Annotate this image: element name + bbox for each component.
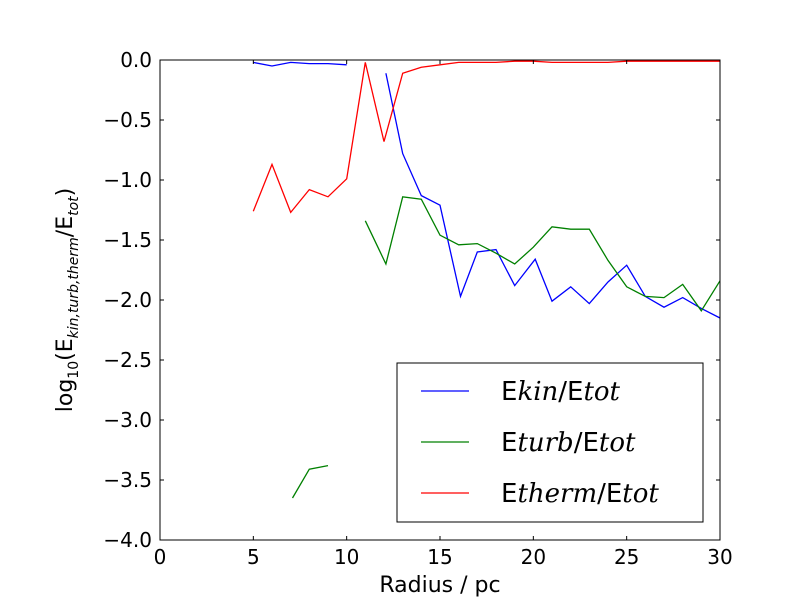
legend-label-turb: Eturb/Etot	[501, 428, 636, 458]
x-tick-label: 10	[334, 545, 359, 569]
series-line-kin-0	[253, 61, 347, 67]
y-tick-label: −3.0	[103, 408, 152, 432]
y-axis-label: log10(Ekin,turb,therm/Etot)	[53, 188, 82, 412]
series-line-turb-1	[364, 196, 721, 312]
legend-label-kin: Ekin/Etot	[501, 377, 621, 407]
y-tick-label: −2.5	[103, 348, 152, 372]
legend: Ekin/Etot Eturb/Etot Etherm/Etot	[396, 362, 704, 523]
x-axis-label: Radius / pc	[379, 573, 500, 598]
y-tick-label: −2.0	[103, 288, 152, 312]
legend-label-therm: Etherm/Etot	[501, 479, 659, 509]
series-line-turb-0	[291, 464, 329, 499]
y-tick-label: −0.5	[103, 108, 152, 132]
x-tick-label: 0	[154, 545, 167, 569]
y-tick-label: −1.5	[103, 228, 152, 252]
y-tick-label: −1.0	[103, 168, 152, 192]
y-tick-label: −4.0	[103, 528, 152, 552]
x-tick-label: 15	[427, 545, 452, 569]
y-tick-label: 0.0	[120, 48, 152, 72]
axis-ticks: 0 5 10 15 20 25 30 0.0 −0.5 −1.0 −1.5 −2.0 −2.5 −3.0 −…	[103, 48, 732, 569]
x-tick-label: 25	[614, 545, 639, 569]
x-tick-label: 20	[521, 545, 546, 569]
y-tick-label: −3.5	[103, 468, 152, 492]
x-tick-label: 5	[247, 545, 260, 569]
series-line-therm-0	[252, 60, 720, 214]
x-tick-label: 30	[707, 545, 732, 569]
series-lines	[252, 60, 721, 499]
series-line-kin-1	[385, 73, 721, 319]
